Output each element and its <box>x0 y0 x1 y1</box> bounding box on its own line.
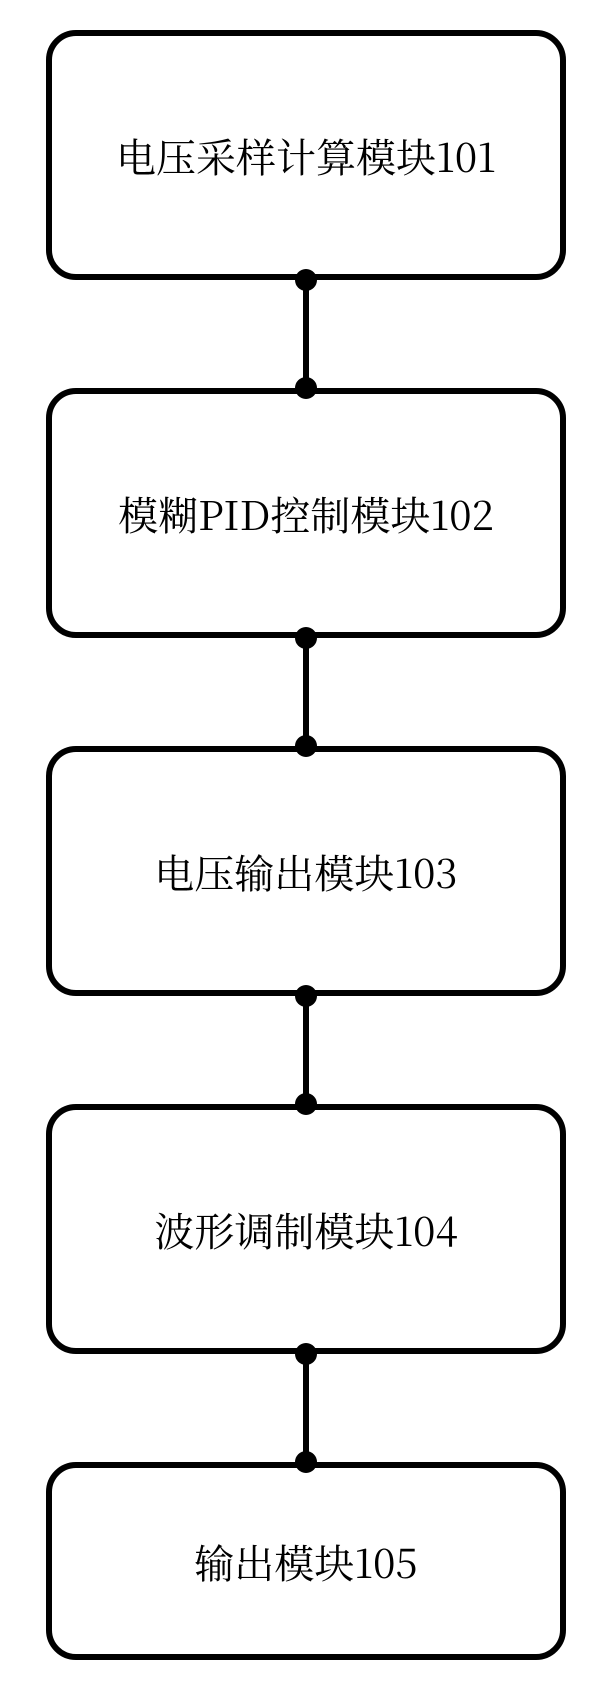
flow-node-n105: 输出模块105 <box>46 1462 566 1660</box>
flow-node-n102: 模糊PID控制模块102 <box>46 388 566 638</box>
diagram-canvas: 电压采样计算模块101 模糊PID控制模块102 电压输出模块103 波形调制模块10… <box>0 0 611 1699</box>
flow-node-label: 电压采样计算模块101 <box>116 127 496 184</box>
flow-edge-dot <box>295 377 317 399</box>
flow-node-label: 模糊PID控制模块102 <box>118 485 494 542</box>
flow-node-label: 电压输出模块103 <box>154 843 457 900</box>
flow-edge-dot <box>295 269 317 291</box>
flow-node-label: 输出模块105 <box>194 1533 417 1590</box>
flow-node-n104: 波形调制模块104 <box>46 1104 566 1354</box>
flow-node-n101: 电压采样计算模块101 <box>46 30 566 280</box>
flow-edge-dot <box>295 985 317 1007</box>
flow-edge-dot <box>295 1093 317 1115</box>
flow-edge <box>303 1354 309 1462</box>
flow-node-label: 波形调制模块104 <box>154 1201 457 1258</box>
flow-edge-dot <box>295 627 317 649</box>
flow-edge <box>303 996 309 1104</box>
flow-edge-dot <box>295 735 317 757</box>
flow-edge-dot <box>295 1343 317 1365</box>
flow-edge <box>303 638 309 746</box>
flow-node-n103: 电压输出模块103 <box>46 746 566 996</box>
flow-edge-dot <box>295 1451 317 1473</box>
flow-edge <box>303 280 309 388</box>
